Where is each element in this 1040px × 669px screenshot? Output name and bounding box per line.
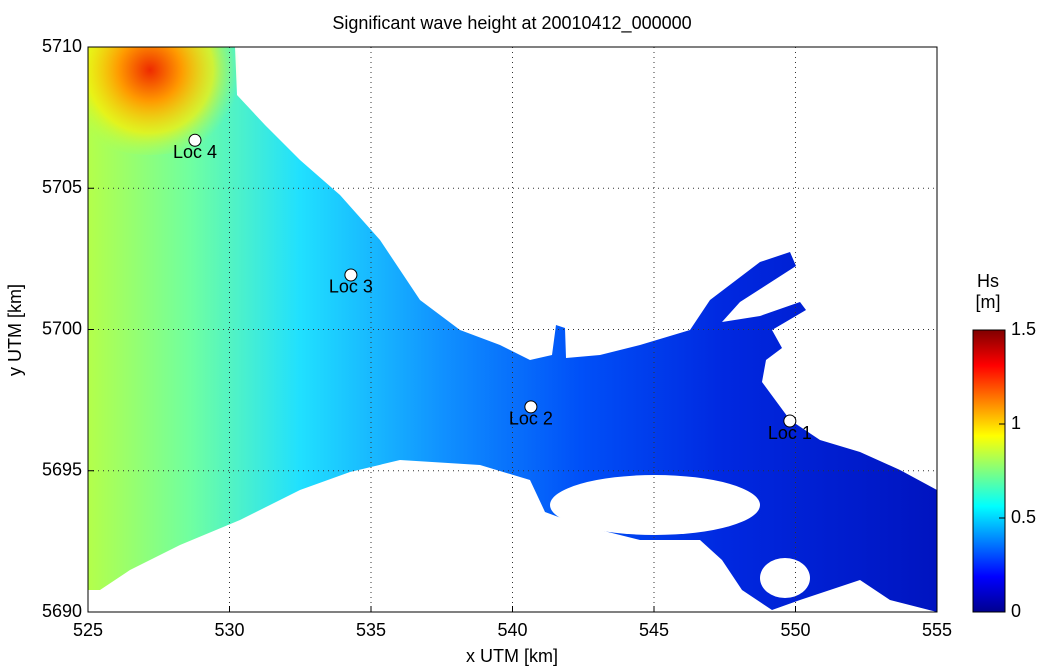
location-marker [524, 400, 538, 414]
island [550, 475, 760, 535]
water-area [88, 47, 937, 612]
colorbar-label: [m] [976, 292, 1001, 312]
high-wave-zone [88, 47, 250, 155]
location-label: Loc 4 [173, 142, 217, 162]
island [760, 558, 810, 598]
y-tick-label: 5705 [42, 177, 82, 197]
y-tick-label: 5695 [42, 460, 82, 480]
y-tick-label: 5700 [42, 318, 82, 338]
y-axis-label: y UTM [km] [5, 284, 25, 376]
location-label: Loc 1 [768, 423, 812, 443]
x-tick-label: 555 [922, 620, 952, 640]
x-tick-label: 540 [497, 620, 527, 640]
x-tick-label: 545 [639, 620, 669, 640]
plot-frame [87, 46, 938, 613]
location-marker [344, 268, 358, 282]
location-label: Loc 2 [509, 409, 553, 429]
location-marker [188, 133, 202, 147]
x-tick-label: 530 [214, 620, 244, 640]
y-tick-label: 5710 [42, 36, 82, 56]
x-tick-label: 550 [780, 620, 810, 640]
chart-title: Significant wave height at 20010412_0000… [332, 13, 691, 34]
location-label: Loc 3 [329, 277, 373, 297]
colorbar-tick-label: 0.5 [1011, 507, 1036, 527]
colorbar-tick-label: 0 [1011, 601, 1021, 621]
x-tick-label: 525 [73, 620, 103, 640]
colorbar-label: Hs [977, 271, 999, 291]
colorbar-tick-label: 1.5 [1011, 319, 1036, 339]
x-tick-label: 535 [356, 620, 386, 640]
y-tick-label: 5690 [42, 601, 82, 621]
location-marker [783, 414, 797, 428]
colorbar-tick-label: 1 [1011, 413, 1021, 433]
wave-field [88, 47, 937, 612]
x-axis-label: x UTM [km] [466, 646, 558, 666]
points: Loc 1 Loc 2 Loc 3 Loc 4 [173, 133, 812, 443]
colorbar [972, 329, 1006, 613]
